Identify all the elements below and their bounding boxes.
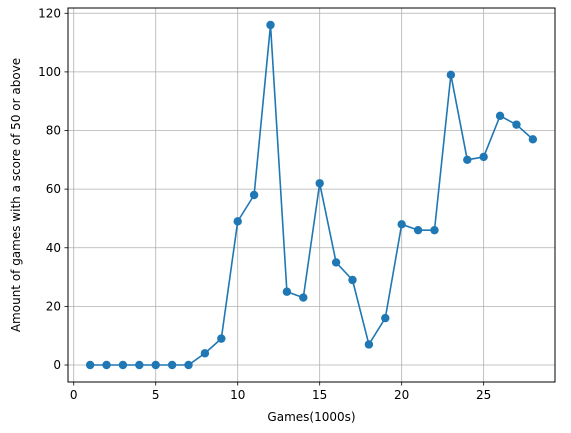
x-tick-label: 0 — [70, 388, 78, 402]
x-tick-label: 25 — [476, 388, 491, 402]
data-point — [118, 360, 128, 370]
x-tick-label: 10 — [230, 388, 245, 402]
data-point — [397, 220, 406, 229]
y-tick-label: 0 — [53, 358, 61, 372]
y-tick-label: 120 — [38, 6, 61, 20]
y-tick-label: 60 — [46, 182, 61, 196]
data-point — [413, 225, 423, 235]
data-point — [463, 155, 472, 165]
y-tick-label: 80 — [46, 124, 61, 138]
data-series — [85, 20, 538, 370]
data-point — [479, 152, 488, 162]
data-point — [266, 20, 275, 30]
data-point — [495, 111, 505, 121]
series-line — [90, 24, 534, 366]
data-point — [167, 360, 177, 370]
data-point — [512, 120, 521, 129]
data-point — [331, 258, 341, 267]
data-point — [135, 360, 144, 370]
data-point — [364, 340, 374, 349]
x-tick-label: 20 — [394, 388, 409, 402]
data-point — [102, 360, 111, 370]
x-axis-label: Games(1000s) — [267, 410, 355, 424]
data-point — [282, 287, 292, 296]
data-point — [85, 360, 95, 370]
y-tick-label: 20 — [46, 299, 61, 313]
x-tick-label: 15 — [312, 388, 327, 402]
data-point — [430, 225, 439, 235]
y-tick-label: 100 — [38, 65, 61, 79]
x-tick-label: 5 — [152, 388, 160, 402]
data-point — [446, 70, 456, 80]
data-point — [200, 349, 210, 358]
data-point — [233, 217, 242, 226]
data-point — [249, 190, 259, 200]
data-point — [184, 360, 193, 370]
plot-frame — [67, 7, 556, 383]
y-axis-label: Amount of games with a score of 50 or ab… — [9, 58, 23, 332]
data-point — [348, 275, 357, 285]
data-point — [217, 334, 226, 343]
data-point — [381, 313, 390, 323]
data-point — [315, 179, 324, 188]
data-point — [151, 360, 160, 370]
y-tick-label: 40 — [46, 241, 61, 255]
axis-ticks: 0 5 10 15 20 25 0 20 40 60 80 100 120 — [38, 6, 491, 402]
grid-lines — [68, 8, 555, 382]
data-point — [528, 135, 538, 144]
data-point — [299, 293, 308, 302]
